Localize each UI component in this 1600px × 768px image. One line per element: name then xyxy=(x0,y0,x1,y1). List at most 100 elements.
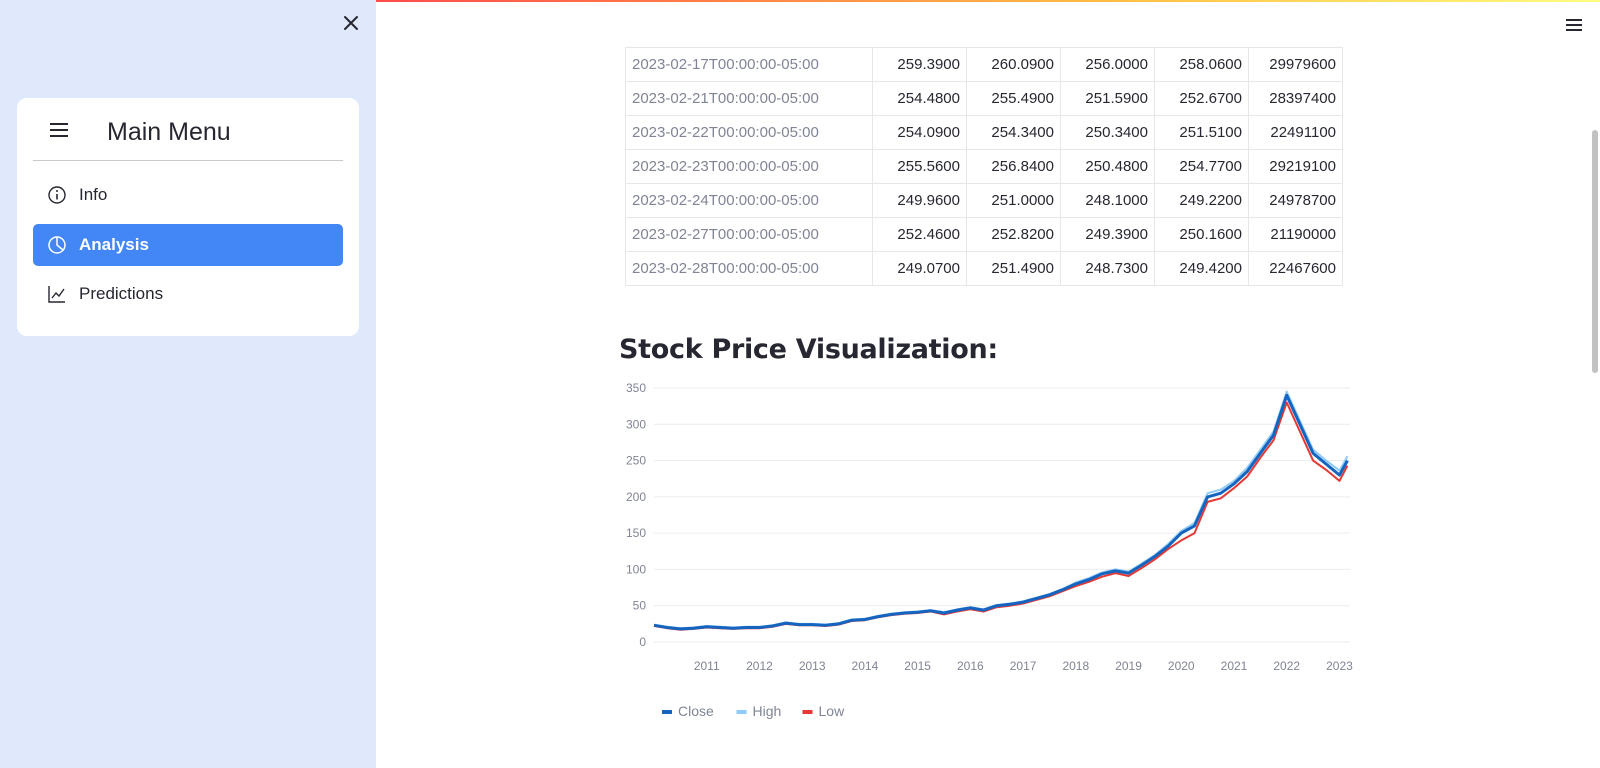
table-cell: 249.4200 xyxy=(1154,251,1249,286)
legend-label: Close xyxy=(678,703,714,719)
y-tick-label: 50 xyxy=(633,599,647,613)
table-cell-date: 2023-02-22T00:00:00-05:00 xyxy=(625,115,873,150)
series-line-close xyxy=(653,393,1349,631)
table-cell: 256.0000 xyxy=(1060,47,1155,82)
top-decoration-bar xyxy=(376,0,1600,2)
y-tick-label: 350 xyxy=(626,381,646,395)
info-circle-icon xyxy=(48,186,66,204)
table-cell: 254.0900 xyxy=(872,115,967,150)
x-tick-label: 2011 xyxy=(694,659,720,673)
table-cell: 252.4600 xyxy=(872,217,967,252)
legend-label: High xyxy=(753,703,782,719)
table-cell: 254.3400 xyxy=(966,115,1061,150)
table-cell: 22467600 xyxy=(1248,251,1343,286)
table-cell: 258.0600 xyxy=(1154,47,1249,82)
table-cell: 249.2200 xyxy=(1154,183,1249,218)
sidebar-item-label: Analysis xyxy=(79,235,149,254)
stock-price-chart[interactable]: 0 50 100 150 200 250 300 350 2011 2012 2013 2014 201… xyxy=(612,380,1362,730)
y-tick-label: 150 xyxy=(626,526,646,540)
table-row: 2023-02-24T00:00:00-05:00 249.9600 251.0… xyxy=(625,183,1343,218)
y-tick-label: 250 xyxy=(626,454,646,468)
x-tick-label: 2013 xyxy=(799,659,826,673)
stock-data-table: 2023-02-17T00:00:00-05:00 259.3900 260.0… xyxy=(625,47,1343,286)
table-cell: 24978700 xyxy=(1248,183,1343,218)
x-tick-label: 2021 xyxy=(1221,659,1248,673)
table-cell: 259.3900 xyxy=(872,47,967,82)
table-cell: 252.6700 xyxy=(1154,81,1249,116)
scrollbar[interactable] xyxy=(1592,130,1598,373)
y-tick-label: 100 xyxy=(626,562,646,576)
menu-title: Main Menu xyxy=(107,118,231,146)
table-cell: 249.9600 xyxy=(872,183,967,218)
table-row: 2023-02-28T00:00:00-05:00 249.0700 251.4… xyxy=(625,251,1343,286)
legend-swatch-close xyxy=(662,710,672,714)
table-cell-date: 2023-02-28T00:00:00-05:00 xyxy=(625,251,873,286)
graph-up-icon xyxy=(48,286,65,303)
pie-chart-icon xyxy=(48,236,66,254)
main-menu-hamburger-icon[interactable] xyxy=(1565,17,1583,33)
table-cell: 251.5900 xyxy=(1060,81,1155,116)
series-line-high xyxy=(653,390,1349,630)
main-menu-card: Main Menu Info Analysis Predictions xyxy=(17,98,359,336)
table-cell: 256.8400 xyxy=(966,149,1061,184)
sidebar: Main Menu Info Analysis Predictions xyxy=(0,0,376,768)
x-tick-label: 2015 xyxy=(904,659,931,673)
sidebar-item-label: Predictions xyxy=(79,284,164,303)
table-cell: 29219100 xyxy=(1248,149,1343,184)
x-tick-label: 2012 xyxy=(746,659,773,673)
table-cell: 252.8200 xyxy=(966,217,1061,252)
table-cell-date: 2023-02-27T00:00:00-05:00 xyxy=(625,217,873,252)
table-cell-date: 2023-02-23T00:00:00-05:00 xyxy=(625,149,873,184)
table-row: 2023-02-23T00:00:00-05:00 255.5600 256.8… xyxy=(625,149,1343,184)
table-cell: 254.4800 xyxy=(872,81,967,116)
x-tick-label: 2017 xyxy=(1010,659,1037,673)
table-cell: 260.0900 xyxy=(966,47,1061,82)
legend-swatch-high xyxy=(736,710,747,714)
table-cell-date: 2023-02-21T00:00:00-05:00 xyxy=(625,81,873,116)
table-cell: 254.7700 xyxy=(1154,149,1249,184)
x-tick-label: 2019 xyxy=(1115,659,1142,673)
table-cell: 249.0700 xyxy=(872,251,967,286)
close-icon[interactable] xyxy=(340,12,362,34)
table-cell: 250.1600 xyxy=(1154,217,1249,252)
x-tick-label: 2022 xyxy=(1273,659,1300,673)
x-tick-label: 2023 xyxy=(1326,659,1353,673)
table-cell: 248.1000 xyxy=(1060,183,1155,218)
sidebar-item-predictions[interactable]: Predictions xyxy=(33,273,343,315)
table-cell: 250.3400 xyxy=(1060,115,1155,150)
table-cell-date: 2023-02-17T00:00:00-05:00 xyxy=(625,47,873,82)
table-cell: 255.5600 xyxy=(872,149,967,184)
sidebar-item-analysis[interactable]: Analysis xyxy=(33,224,343,266)
table-cell: 251.4900 xyxy=(966,251,1061,286)
table-cell: 255.4900 xyxy=(966,81,1061,116)
table-cell: 251.0000 xyxy=(966,183,1061,218)
table-row: 2023-02-21T00:00:00-05:00 254.4800 255.4… xyxy=(625,81,1343,116)
x-tick-label: 2020 xyxy=(1168,659,1195,673)
y-tick-label: 200 xyxy=(626,490,646,504)
sidebar-item-label: Info xyxy=(79,185,108,204)
table-cell: 21190000 xyxy=(1248,217,1343,252)
table-cell-date: 2023-02-24T00:00:00-05:00 xyxy=(625,183,873,218)
table-row: 2023-02-27T00:00:00-05:00 252.4600 252.8… xyxy=(625,217,1343,252)
sidebar-item-info[interactable]: Info xyxy=(33,174,343,216)
table-row: 2023-02-22T00:00:00-05:00 254.0900 254.3… xyxy=(625,115,1343,150)
table-cell: 250.4800 xyxy=(1060,149,1155,184)
x-tick-label: 2014 xyxy=(852,659,879,673)
y-tick-label: 300 xyxy=(626,417,646,431)
table-cell: 251.5100 xyxy=(1154,115,1249,150)
table-cell: 248.7300 xyxy=(1060,251,1155,286)
series-line-low xyxy=(653,401,1349,631)
table-cell: 28397400 xyxy=(1248,81,1343,116)
table-row: 2023-02-17T00:00:00-05:00 259.3900 260.0… xyxy=(625,47,1343,82)
menu-header: Main Menu xyxy=(33,98,343,161)
y-tick-label: 0 xyxy=(639,635,646,649)
table-cell: 22491100 xyxy=(1248,115,1343,150)
table-cell: 249.3900 xyxy=(1060,217,1155,252)
x-tick-label: 2018 xyxy=(1062,659,1089,673)
table-cell: 29979600 xyxy=(1248,47,1343,82)
menu-list-icon xyxy=(50,123,68,137)
section-title: Stock Price Visualization: xyxy=(619,334,998,365)
legend-label: Low xyxy=(819,703,846,719)
x-tick-label: 2016 xyxy=(957,659,984,673)
legend-swatch-low xyxy=(802,710,813,714)
